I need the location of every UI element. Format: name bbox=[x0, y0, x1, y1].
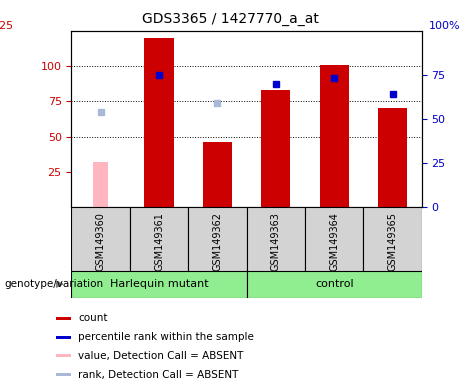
Bar bbox=[363, 207, 422, 271]
Bar bbox=[144, 38, 174, 207]
Text: GSM149364: GSM149364 bbox=[329, 212, 339, 271]
Bar bbox=[247, 207, 305, 271]
Bar bbox=[56, 373, 71, 376]
Bar bbox=[378, 108, 407, 207]
Bar bbox=[56, 354, 71, 358]
Bar bbox=[188, 207, 247, 271]
Text: GSM149361: GSM149361 bbox=[154, 212, 164, 271]
Text: GSM149360: GSM149360 bbox=[95, 212, 106, 271]
Text: rank, Detection Call = ABSENT: rank, Detection Call = ABSENT bbox=[78, 370, 239, 380]
Bar bbox=[56, 336, 71, 339]
Text: 125: 125 bbox=[0, 21, 14, 31]
Text: control: control bbox=[315, 279, 354, 289]
Text: genotype/variation: genotype/variation bbox=[5, 279, 104, 289]
Bar bbox=[247, 271, 422, 298]
Bar bbox=[261, 90, 290, 207]
Bar bbox=[71, 207, 130, 271]
Text: count: count bbox=[78, 313, 108, 323]
Bar bbox=[93, 162, 108, 207]
Text: percentile rank within the sample: percentile rank within the sample bbox=[78, 332, 254, 342]
Text: value, Detection Call = ABSENT: value, Detection Call = ABSENT bbox=[78, 351, 244, 361]
Bar bbox=[319, 65, 349, 207]
Bar bbox=[56, 317, 71, 320]
Text: GSM149365: GSM149365 bbox=[388, 212, 398, 271]
Bar bbox=[203, 142, 232, 207]
Bar bbox=[305, 207, 363, 271]
Text: Harlequin mutant: Harlequin mutant bbox=[110, 279, 208, 289]
Bar bbox=[71, 271, 247, 298]
Text: 100%: 100% bbox=[429, 21, 461, 31]
Bar bbox=[130, 207, 188, 271]
Text: GSM149362: GSM149362 bbox=[213, 212, 223, 271]
Text: GSM149363: GSM149363 bbox=[271, 212, 281, 271]
Text: GDS3365 / 1427770_a_at: GDS3365 / 1427770_a_at bbox=[142, 12, 319, 25]
